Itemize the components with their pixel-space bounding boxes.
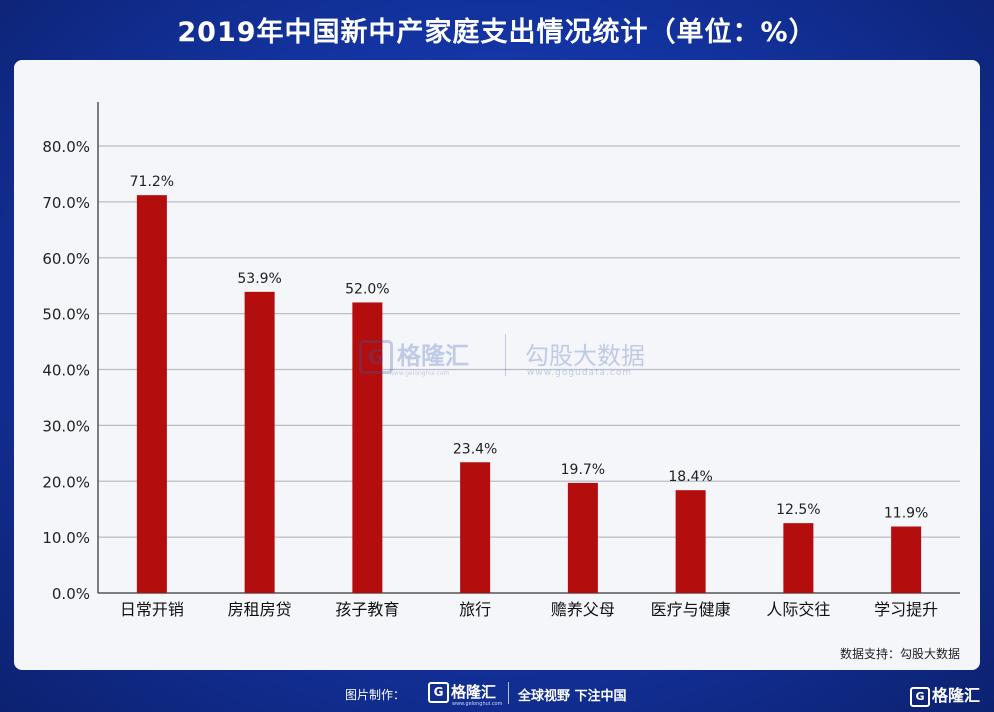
x-tick-label: 旅行 <box>459 600 491 619</box>
footer-corner-brand: 格隆汇 <box>932 686 981 705</box>
data-label: 12.5% <box>776 502 820 518</box>
chart-panel: 0.0% 10.0% 20.0% 30.0% 40.0% 50.0% 60.0% 70.0% 8… <box>14 60 980 670</box>
bar <box>460 462 491 593</box>
watermark-brand-url: www.gelonghui.com <box>389 370 450 377</box>
footer-slogan: 全球视野 下注中国 <box>518 689 627 704</box>
bar <box>567 482 598 593</box>
y-tick-label: 60.0% <box>42 250 90 268</box>
x-tick-label: 日常开销 <box>120 600 184 619</box>
footer-made-by: 图片制作： <box>345 688 406 702</box>
footer: 图片制作： G 格隆汇 www.gelonghui.com 全球视野 下注中国 G… <box>0 676 994 712</box>
corner-logo-icon: G <box>910 686 930 707</box>
x-tick-label: 孩子教育 <box>335 600 399 619</box>
footer-logo-icon: G <box>428 682 449 703</box>
footer-brand-name: 格隆汇 <box>451 683 497 701</box>
bar <box>891 526 922 593</box>
x-tick-label: 学习提升 <box>874 600 938 619</box>
watermark-partner-url: www.gogudata.com <box>527 368 633 378</box>
x-tick-label: 人际交往 <box>766 600 830 619</box>
y-tick-label: 80.0% <box>42 138 90 156</box>
source-note: 数据支持：勾股大数据 <box>839 647 960 661</box>
bar <box>352 302 383 593</box>
data-label: 53.9% <box>237 271 281 287</box>
bar-chart: 0.0% 10.0% 20.0% 30.0% 40.0% 50.0% 60.0% 70.0% 8… <box>42 102 960 619</box>
footer-divider <box>508 682 509 704</box>
data-label: 71.2% <box>130 174 174 190</box>
brand-logo-icon: G <box>359 340 393 374</box>
data-label: 18.4% <box>668 469 712 485</box>
bar <box>136 195 167 594</box>
y-tick-label: 50.0% <box>42 306 90 324</box>
watermark: G 格隆汇 www.gelonghui.com 勾股大数据 www.gogudat… <box>359 332 659 382</box>
bar <box>244 291 275 593</box>
data-label: 52.0% <box>345 281 389 297</box>
data-label: 11.9% <box>884 506 928 522</box>
watermark-brand-name: 格隆汇 <box>397 342 469 370</box>
bar <box>675 490 706 593</box>
data-label: 23.4% <box>453 441 497 457</box>
data-label: 19.7% <box>561 462 605 478</box>
watermark-partner-name: 勾股大数据 <box>525 342 645 370</box>
bar <box>783 523 814 593</box>
x-tick-label: 房租房贷 <box>228 600 292 619</box>
y-tick-label: 10.0% <box>42 529 90 547</box>
footer-brand-url: www.gelonghui.com <box>452 701 503 707</box>
x-tick-label: 医疗与健康 <box>651 600 731 619</box>
footer-corner-logo: G 格隆汇 <box>910 682 980 707</box>
y-tick-label: 30.0% <box>42 417 90 435</box>
y-tick-label: 20.0% <box>42 473 90 491</box>
watermark-brand-logo: G 格隆汇 <box>359 336 469 374</box>
x-tick-label: 赡养父母 <box>551 600 615 619</box>
y-tick-label: 40.0% <box>42 362 90 380</box>
footer-brand-logo: G 格隆汇 <box>428 681 496 703</box>
y-tick-label: 70.0% <box>42 194 90 212</box>
y-tick-label: 0.0% <box>52 585 90 603</box>
chart-title: 2019年中国新中产家庭支出情况统计（单位：%） <box>177 17 817 48</box>
watermark-divider <box>505 334 506 376</box>
